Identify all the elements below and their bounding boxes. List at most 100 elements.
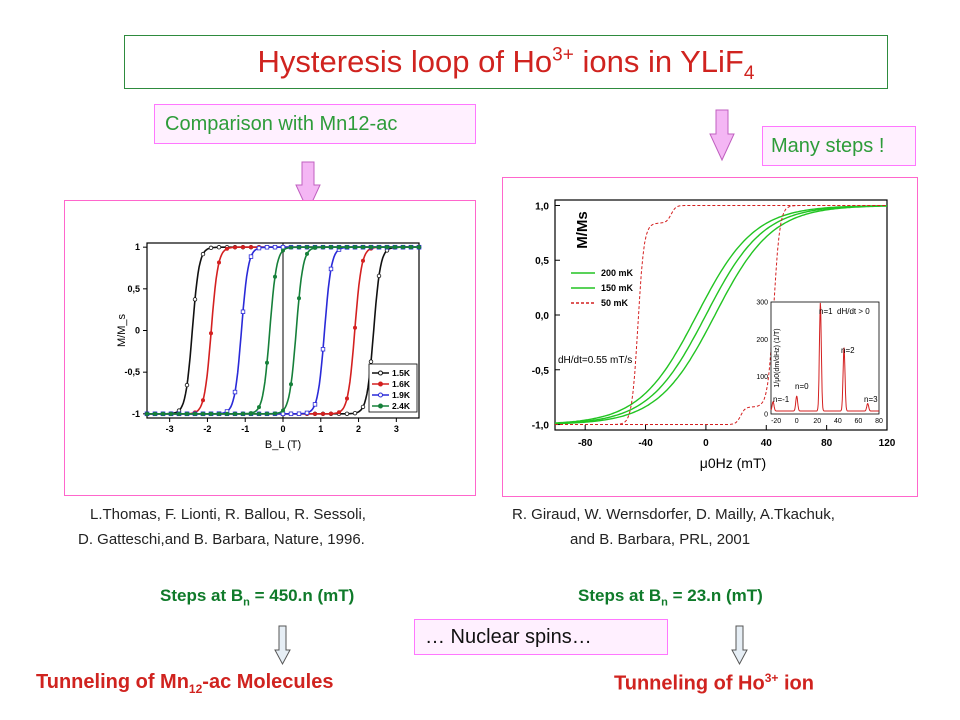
data-point [320,347,326,352]
y-tick-label: -0,5 [532,366,550,377]
x-tick-label: 0 [703,438,709,449]
data-point [297,296,301,301]
data-point [192,297,198,302]
x-tick-label: 120 [879,438,896,449]
x-tick-label: -1 [241,424,249,434]
data-point [208,245,214,251]
left-steps-formula: Steps at Bn = 450.n (mT) [160,586,354,608]
data-point [184,382,190,388]
data-point [248,254,254,259]
series-2.4K [145,245,421,416]
right-steps-suffix: = 23.n (mT) [667,586,763,605]
left-conclusion-prefix: Tunneling of Mn [36,671,189,693]
data-point [232,389,238,395]
series-200mK [554,205,888,425]
legend-marker [378,381,383,387]
legend-label: 1.9K [392,390,411,400]
inset-annotation: dH/dt > 0 [837,307,870,316]
data-point [393,245,397,250]
data-point [385,245,389,250]
data-point [161,411,165,416]
legend-label: 1.6K [392,379,411,389]
inset-annotation: n=3 [864,395,878,404]
data-point [209,331,213,336]
data-point [153,411,157,416]
x-tick-label: 1 [318,424,323,434]
x-tick-label: -80 [578,438,593,449]
data-point [225,411,229,416]
ho-hysteresis-chart: -80 -40 0 40 80 120 -1,0 -0,5 0,0 0,5 1,0 μ0Hz (mT)… [532,199,896,471]
left-conclusion-suffix: -ac Molecules [202,671,334,693]
legend-label: 2.4K [392,401,411,411]
data-point [329,411,333,416]
data-point [313,411,317,416]
data-point [305,245,309,250]
inset-x-tick-label: 60 [855,418,863,425]
data-point [185,411,189,416]
data-point [321,245,325,250]
data-point [200,251,206,257]
data-point [312,402,318,407]
hysteresis-branch [555,205,887,425]
data-point [256,245,262,251]
data-point [353,325,357,330]
data-point [345,245,349,250]
data-point [288,411,294,417]
data-point [272,244,278,250]
data-point [249,411,253,416]
data-point [201,398,205,403]
title-subscript: 4 [743,63,755,85]
inset-x-tick-label: 80 [875,418,883,425]
series-50mK [555,205,887,425]
data-point [344,411,350,416]
y-tick-label: -1,0 [532,421,550,432]
inset-annotation: n=1 [819,307,833,316]
down-arrow-right [709,109,735,162]
left-conclusion-sub: 12 [188,682,203,696]
left-steps-sub: n [243,596,250,609]
data-point [296,411,302,416]
data-point [264,245,270,250]
y-tick-label: 0,0 [535,311,549,322]
inset-annotation: n=0 [795,382,809,391]
y-tick-label: -0,5 [124,367,140,377]
data-point [240,309,246,314]
data-point [225,246,229,251]
inset-y-tick-label: 0 [764,412,768,419]
y-tick-label: 0 [135,326,140,336]
title-superscript: 3+ [552,44,574,66]
inset-y-tick-label: 100 [756,374,768,381]
data-point [241,245,245,250]
data-point [329,245,333,250]
left-reference-line2: D. Gatteschi,and B. Barbara, Nature, 199… [78,531,365,548]
data-point [360,404,366,410]
data-point [361,258,365,263]
data-point [417,245,421,250]
data-point [177,411,181,416]
right-steps-formula: Steps at Bn = 23.n (mT) [578,586,763,608]
legend-label: 150 mK [601,283,634,293]
left-steps-suffix: = 450.n (mT) [249,586,355,605]
rate-annotation: dH/dt=0.55 mT/s [558,355,632,366]
data-point [265,360,269,365]
data-point [145,411,149,416]
data-point [304,410,310,416]
data-point [369,245,373,250]
y-tick-label: 1,0 [535,201,549,212]
data-point [337,245,341,250]
y-tick-label: 1 [135,242,140,252]
data-point [280,244,286,250]
legend-box [368,363,418,413]
legend-marker [378,370,383,376]
down-arrow-small-left [274,625,291,666]
y-tick-label: 0,5 [127,284,140,294]
inset-x-tick-label: 40 [834,418,842,425]
right-reference-line2: and B. Barbara, PRL, 2001 [570,531,751,548]
right-conclusion: Tunneling of Ho3+ ion [614,671,814,696]
nuclear-spins-label: … Nuclear spins… [414,619,668,655]
data-point [265,411,269,416]
ho-hysteresis-panel: -80 -40 0 40 80 120 -1,0 -0,5 0,0 0,5 1,0 μ0Hz (mT)… [502,177,918,497]
data-point [352,410,358,416]
data-point [257,405,261,410]
